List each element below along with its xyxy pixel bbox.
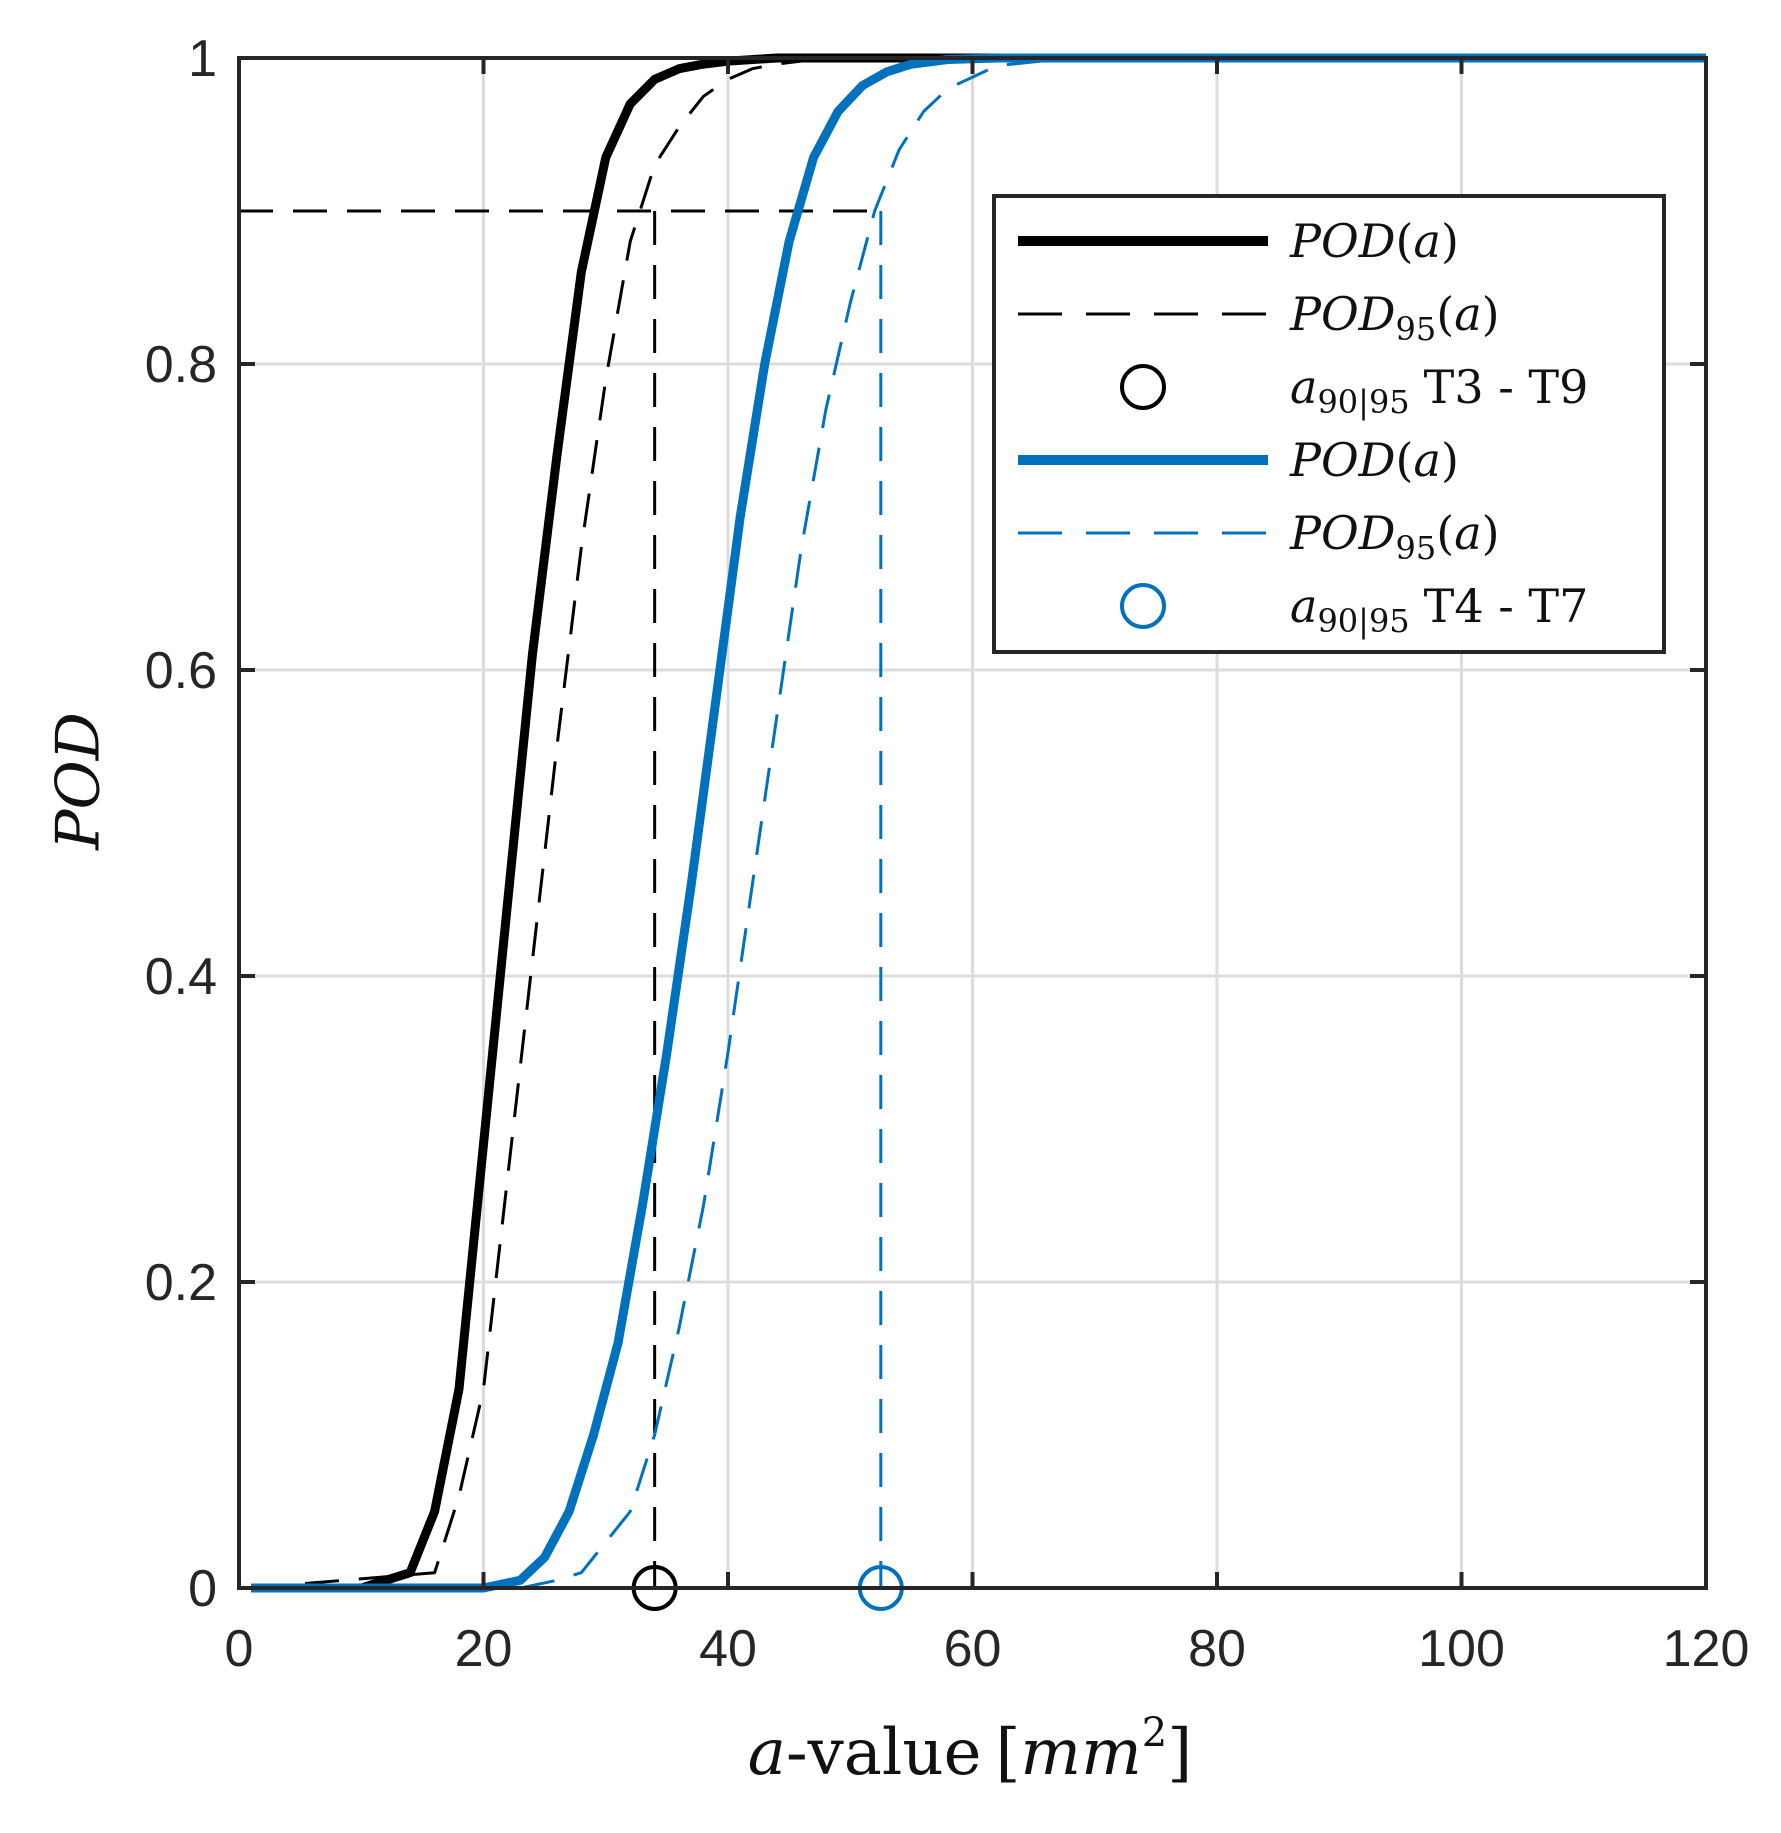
legend-label: POD95(a) <box>1289 287 1500 348</box>
legend-swatch-marker <box>1120 364 1166 410</box>
x-tick-label: 100 <box>1418 1620 1505 1678</box>
legend-label: a90|95 T4 - T7 <box>1290 579 1588 640</box>
x-tick-label: 0 <box>225 1620 254 1678</box>
y-tick-label: 0 <box>188 1560 217 1618</box>
legend: POD(a) POD95(a) a90|95 T3 - T9 POD(a) POD95(a… <box>992 194 1666 654</box>
tick-labels: 0 20 40 60 80 100 120 0 0.2 0.4 0.6 0.8 1 <box>145 30 1750 1678</box>
x-label-rest: -value <box>786 1716 982 1790</box>
y-tick-label: 1 <box>188 30 217 88</box>
y-tick-label: 0.2 <box>145 1254 217 1312</box>
y-axis-label-text: POD <box>44 712 114 851</box>
legend-label: POD95(a) <box>1289 506 1500 567</box>
pod95-curve <box>251 56 1706 1590</box>
legend-label: POD(a) <box>1289 214 1459 268</box>
threshold-layer <box>239 209 883 1588</box>
legend-box <box>992 194 1666 654</box>
x-tick-label: 40 <box>699 1620 757 1678</box>
x-label-var: a <box>748 1716 786 1790</box>
legend-label: a90|95 T3 - T9 <box>1290 360 1588 421</box>
legend-swatch-marker <box>1120 583 1166 629</box>
y-tick-label: 0.6 <box>145 642 217 700</box>
legend-items: POD(a) POD95(a) a90|95 T3 - T9 POD(a) POD95(a… <box>1018 214 1588 640</box>
legend-label: POD(a) <box>1289 433 1459 487</box>
y-tick-label: 0.8 <box>145 336 217 394</box>
x-tick-label: 120 <box>1663 1620 1750 1678</box>
x-tick-label: 80 <box>1188 1620 1246 1678</box>
pod-curve <box>251 53 1706 1593</box>
pod95-curve <box>251 56 1706 1590</box>
ticks <box>237 56 1708 1590</box>
x-label-bracket-close: ] <box>1167 1716 1192 1790</box>
x-tick-label: 20 <box>455 1620 513 1678</box>
y-tick-label: 0.4 <box>145 948 217 1006</box>
x-tick-label: 60 <box>944 1620 1002 1678</box>
x-axis-label: a-value [mm2] <box>748 1710 1192 1790</box>
y-axis-label: POD <box>44 712 114 851</box>
x-label-bracket-open: [ <box>995 1716 1020 1790</box>
x-label-unit: mm <box>1020 1716 1141 1790</box>
x-label-unit-exponent: 2 <box>1142 1710 1167 1756</box>
